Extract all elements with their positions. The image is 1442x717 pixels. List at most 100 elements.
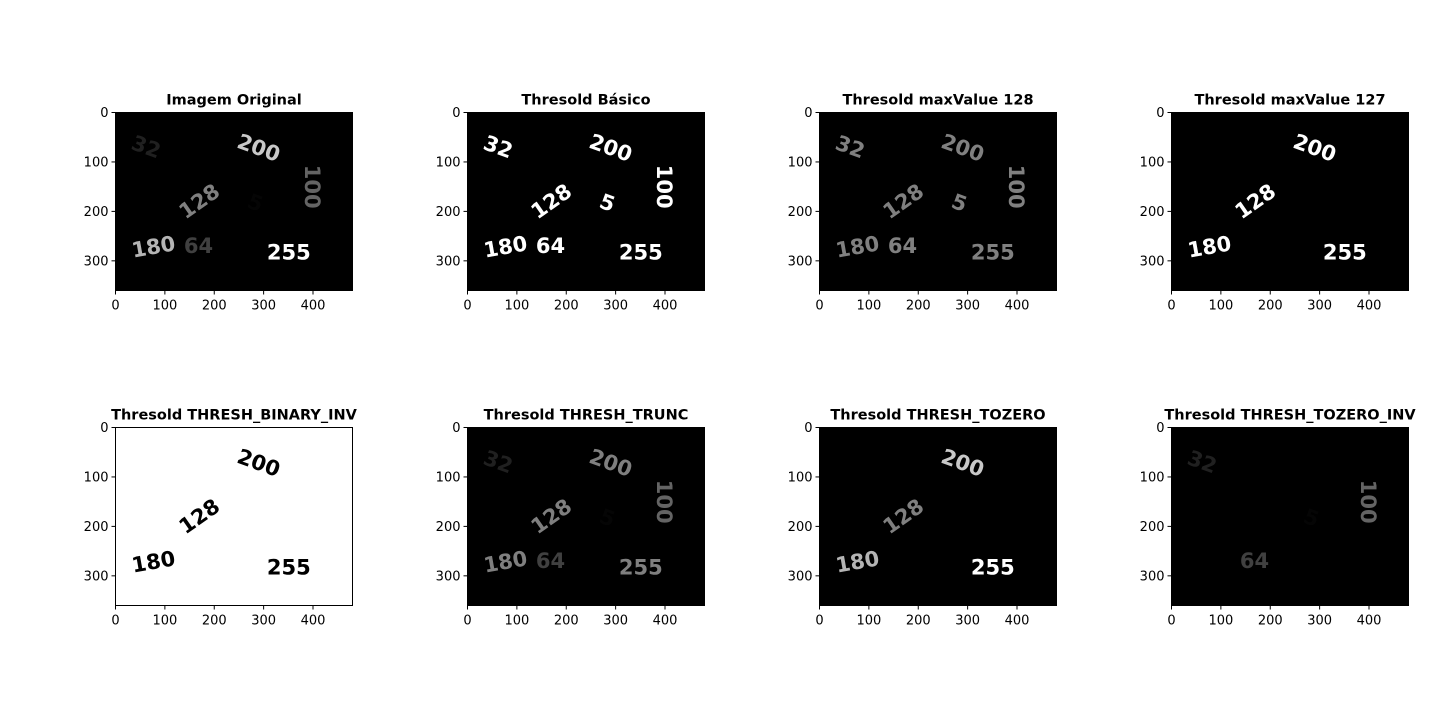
panel-6-xtick-label: 300 <box>603 614 628 629</box>
panel-6-number-100: 100 <box>652 480 676 524</box>
panel-4-xtick-label: 0 <box>1167 299 1175 314</box>
panel-8-number-64: 64 <box>1240 549 1269 573</box>
panel-6-number-255: 255 <box>619 555 663 579</box>
panel-6-ytick-label: 300 <box>436 569 461 584</box>
panel-5-image <box>115 427 353 606</box>
panel-6-frame <box>467 427 705 606</box>
panel-8-xtick-label: 200 <box>1258 614 1283 629</box>
panel-1-xtick-label: 300 <box>251 299 276 314</box>
panel-7-xtick-label: 100 <box>856 614 881 629</box>
panel-7-ytick-label: 0 <box>804 421 812 436</box>
panel-7-ytick-label: 200 <box>788 520 813 535</box>
panel-1-ytick-label: 200 <box>84 205 109 220</box>
panel-2-title: Thresold Básico <box>521 93 650 109</box>
panel-6-xtick-label: 0 <box>463 614 471 629</box>
panel-2-xtick-label: 300 <box>603 299 628 314</box>
panel-1-frame <box>115 112 353 291</box>
panel-8-xtick-label: 0 <box>1167 614 1175 629</box>
panel-8-xtick-label: 100 <box>1208 614 1233 629</box>
panel-3-number-64: 64 <box>888 234 917 258</box>
panel-5-ytick-label: 0 <box>100 421 108 436</box>
panel-2-frame <box>467 112 705 291</box>
panel-3-xtick-label: 400 <box>1005 299 1030 314</box>
panel-1-ytick-label: 0 <box>100 106 108 121</box>
panel-2-xtick-label: 400 <box>653 299 678 314</box>
panel-7-title: Thresold THRESH_TOZERO <box>830 408 1045 424</box>
panel-7-xtick-label: 300 <box>955 614 980 629</box>
panel-3-image <box>819 112 1057 291</box>
panel-1-number-64: 64 <box>184 234 213 258</box>
panel-3-title: Thresold maxValue 128 <box>842 93 1033 109</box>
panel-1-xtick-label: 400 <box>301 299 326 314</box>
panel-1-title: Imagem Original <box>166 93 302 109</box>
panel-5-ytick-label: 200 <box>84 520 109 535</box>
panel-1-xtick-label: 0 <box>111 299 119 314</box>
panel-6-xtick-label: 100 <box>504 614 529 629</box>
panel-5-xtick-label: 400 <box>301 614 326 629</box>
panel-6-xtick-label: 200 <box>554 614 579 629</box>
panel-4-xtick-label: 200 <box>1258 299 1283 314</box>
panel-4-ytick-label: 300 <box>1140 254 1165 269</box>
panel-5-xtick-label: 0 <box>111 614 119 629</box>
panel-6-ytick-label: 0 <box>452 421 460 436</box>
panel-8-ytick-label: 300 <box>1140 569 1165 584</box>
panel-7-frame <box>819 427 1057 606</box>
panel-7-image <box>819 427 1057 606</box>
panel-6-number-64: 64 <box>536 549 565 573</box>
panel-8-frame <box>1171 427 1409 606</box>
panel-3-ytick-label: 0 <box>804 106 812 121</box>
panel-6-image <box>467 427 705 606</box>
panel-4-image <box>1171 112 1409 291</box>
panel-3-frame <box>819 112 1057 291</box>
panel-1-number-255: 255 <box>267 240 311 264</box>
panel-3-ytick-label: 200 <box>788 205 813 220</box>
panel-2-xtick-label: 100 <box>504 299 529 314</box>
panel-2-image <box>467 112 705 291</box>
panel-5-ytick-label: 300 <box>84 569 109 584</box>
panel-6-ytick-label: 100 <box>436 470 461 485</box>
panel-7-xtick-label: 200 <box>906 614 931 629</box>
panel-3-xtick-label: 300 <box>955 299 980 314</box>
panel-5-xtick-label: 100 <box>152 614 177 629</box>
panel-2-xtick-label: 200 <box>554 299 579 314</box>
panel-3-number-100: 100 <box>1004 165 1028 209</box>
panel-2-ytick-label: 0 <box>452 106 460 121</box>
panel-8-title: Thresold THRESH_TOZERO_INV <box>1164 408 1416 424</box>
panel-5-ytick-label: 100 <box>84 470 109 485</box>
panel-3-ytick-label: 100 <box>788 155 813 170</box>
panel-1-ytick-label: 300 <box>84 254 109 269</box>
panel-2-ytick-label: 100 <box>436 155 461 170</box>
panel-2-number-255: 255 <box>619 240 663 264</box>
panel-7-xtick-label: 400 <box>1005 614 1030 629</box>
panel-8-image <box>1171 427 1409 606</box>
panel-3-xtick-label: 100 <box>856 299 881 314</box>
panel-8-ytick-label: 100 <box>1140 470 1165 485</box>
panel-5-xtick-label: 300 <box>251 614 276 629</box>
panel-4-ytick-label: 100 <box>1140 155 1165 170</box>
panel-6-title: Thresold THRESH_TRUNC <box>484 408 689 424</box>
panel-2-xtick-label: 0 <box>463 299 471 314</box>
panel-8-xtick-label: 300 <box>1307 614 1332 629</box>
panel-8-ytick-label: 200 <box>1140 520 1165 535</box>
panel-7-xtick-label: 0 <box>815 614 823 629</box>
panel-4-title: Thresold maxValue 127 <box>1194 93 1385 109</box>
panel-8-number-100: 100 <box>1356 480 1380 524</box>
panel-4-ytick-label: 0 <box>1156 106 1164 121</box>
panel-5-xtick-label: 200 <box>202 614 227 629</box>
panel-3-xtick-label: 0 <box>815 299 823 314</box>
panel-4-frame <box>1171 112 1409 291</box>
panel-1-number-100: 100 <box>300 165 324 209</box>
panel-3-xtick-label: 200 <box>906 299 931 314</box>
panel-8-ytick-label: 0 <box>1156 421 1164 436</box>
panel-7-ytick-label: 100 <box>788 470 813 485</box>
panel-2-number-64: 64 <box>536 234 565 258</box>
